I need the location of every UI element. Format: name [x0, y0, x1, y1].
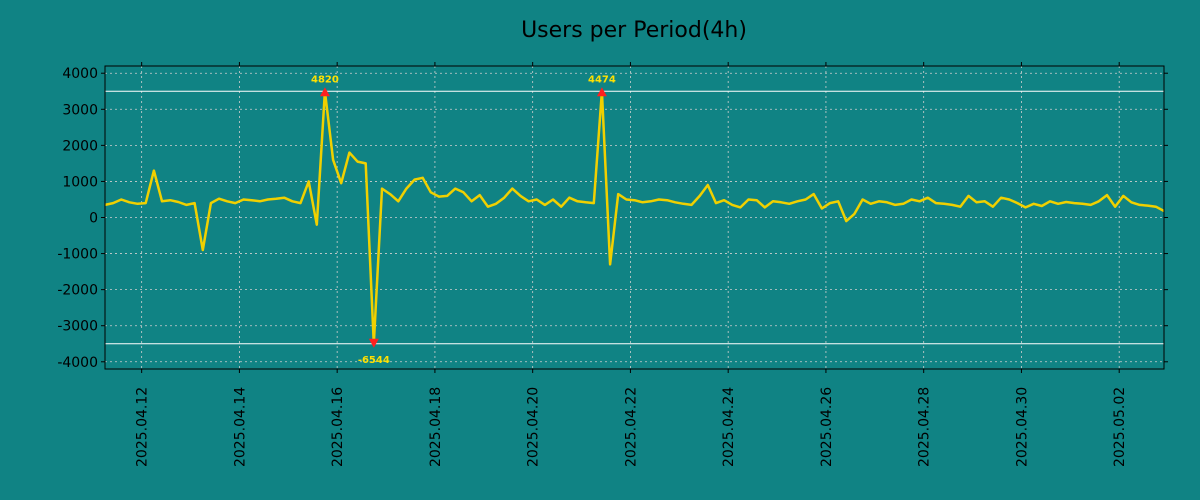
x-tick-label: 2025.04.26: [819, 387, 835, 467]
axis-ticks: 4000 3000 2000 1000 0 -1000 -2000 -3000 -4000 202…: [57, 62, 1168, 467]
x-tick-label: 2025.04.12: [135, 387, 151, 467]
peak-marker: [596, 87, 607, 97]
x-tick-label: 2025.04.20: [526, 387, 542, 467]
x-tick-label: 2025.04.28: [917, 387, 933, 467]
y-tick-label: 4000: [62, 66, 98, 82]
peak-label: 4820: [311, 74, 339, 85]
gridlines: [105, 66, 1164, 369]
series-layer: [104, 90, 1165, 346]
chart-title: Users per Period(4h): [521, 18, 747, 43]
x-tick-label: 2025.04.14: [232, 387, 248, 467]
y-tick-label: 2000: [62, 138, 98, 154]
threshold-lines: [105, 90, 1164, 345]
trough-label: -6544: [358, 355, 390, 366]
y-tick-label: -1000: [57, 247, 98, 263]
y-tick-label: -2000: [57, 283, 98, 299]
y-tick-label: 3000: [62, 102, 98, 118]
y-tick-label: 0: [89, 211, 98, 227]
x-tick-label: 2025.04.30: [1014, 387, 1030, 467]
peak-marker: [319, 87, 330, 97]
x-tick-label: 2025.05.02: [1112, 387, 1128, 467]
x-tick-label: 2025.04.24: [721, 387, 737, 467]
annotations: 4820 -6544 4474: [311, 74, 616, 366]
x-tick-label: 2025.04.18: [428, 387, 444, 467]
peak-label: 4474: [588, 74, 616, 85]
trough-marker: [368, 338, 379, 348]
x-tick-label: 2025.04.16: [330, 387, 346, 467]
series-line-users: [104, 90, 1165, 346]
y-tick-label: -4000: [57, 355, 98, 371]
x-tick-label: 2025.04.22: [623, 387, 639, 467]
y-tick-label: 1000: [62, 174, 98, 190]
y-tick-label: -3000: [57, 319, 98, 335]
